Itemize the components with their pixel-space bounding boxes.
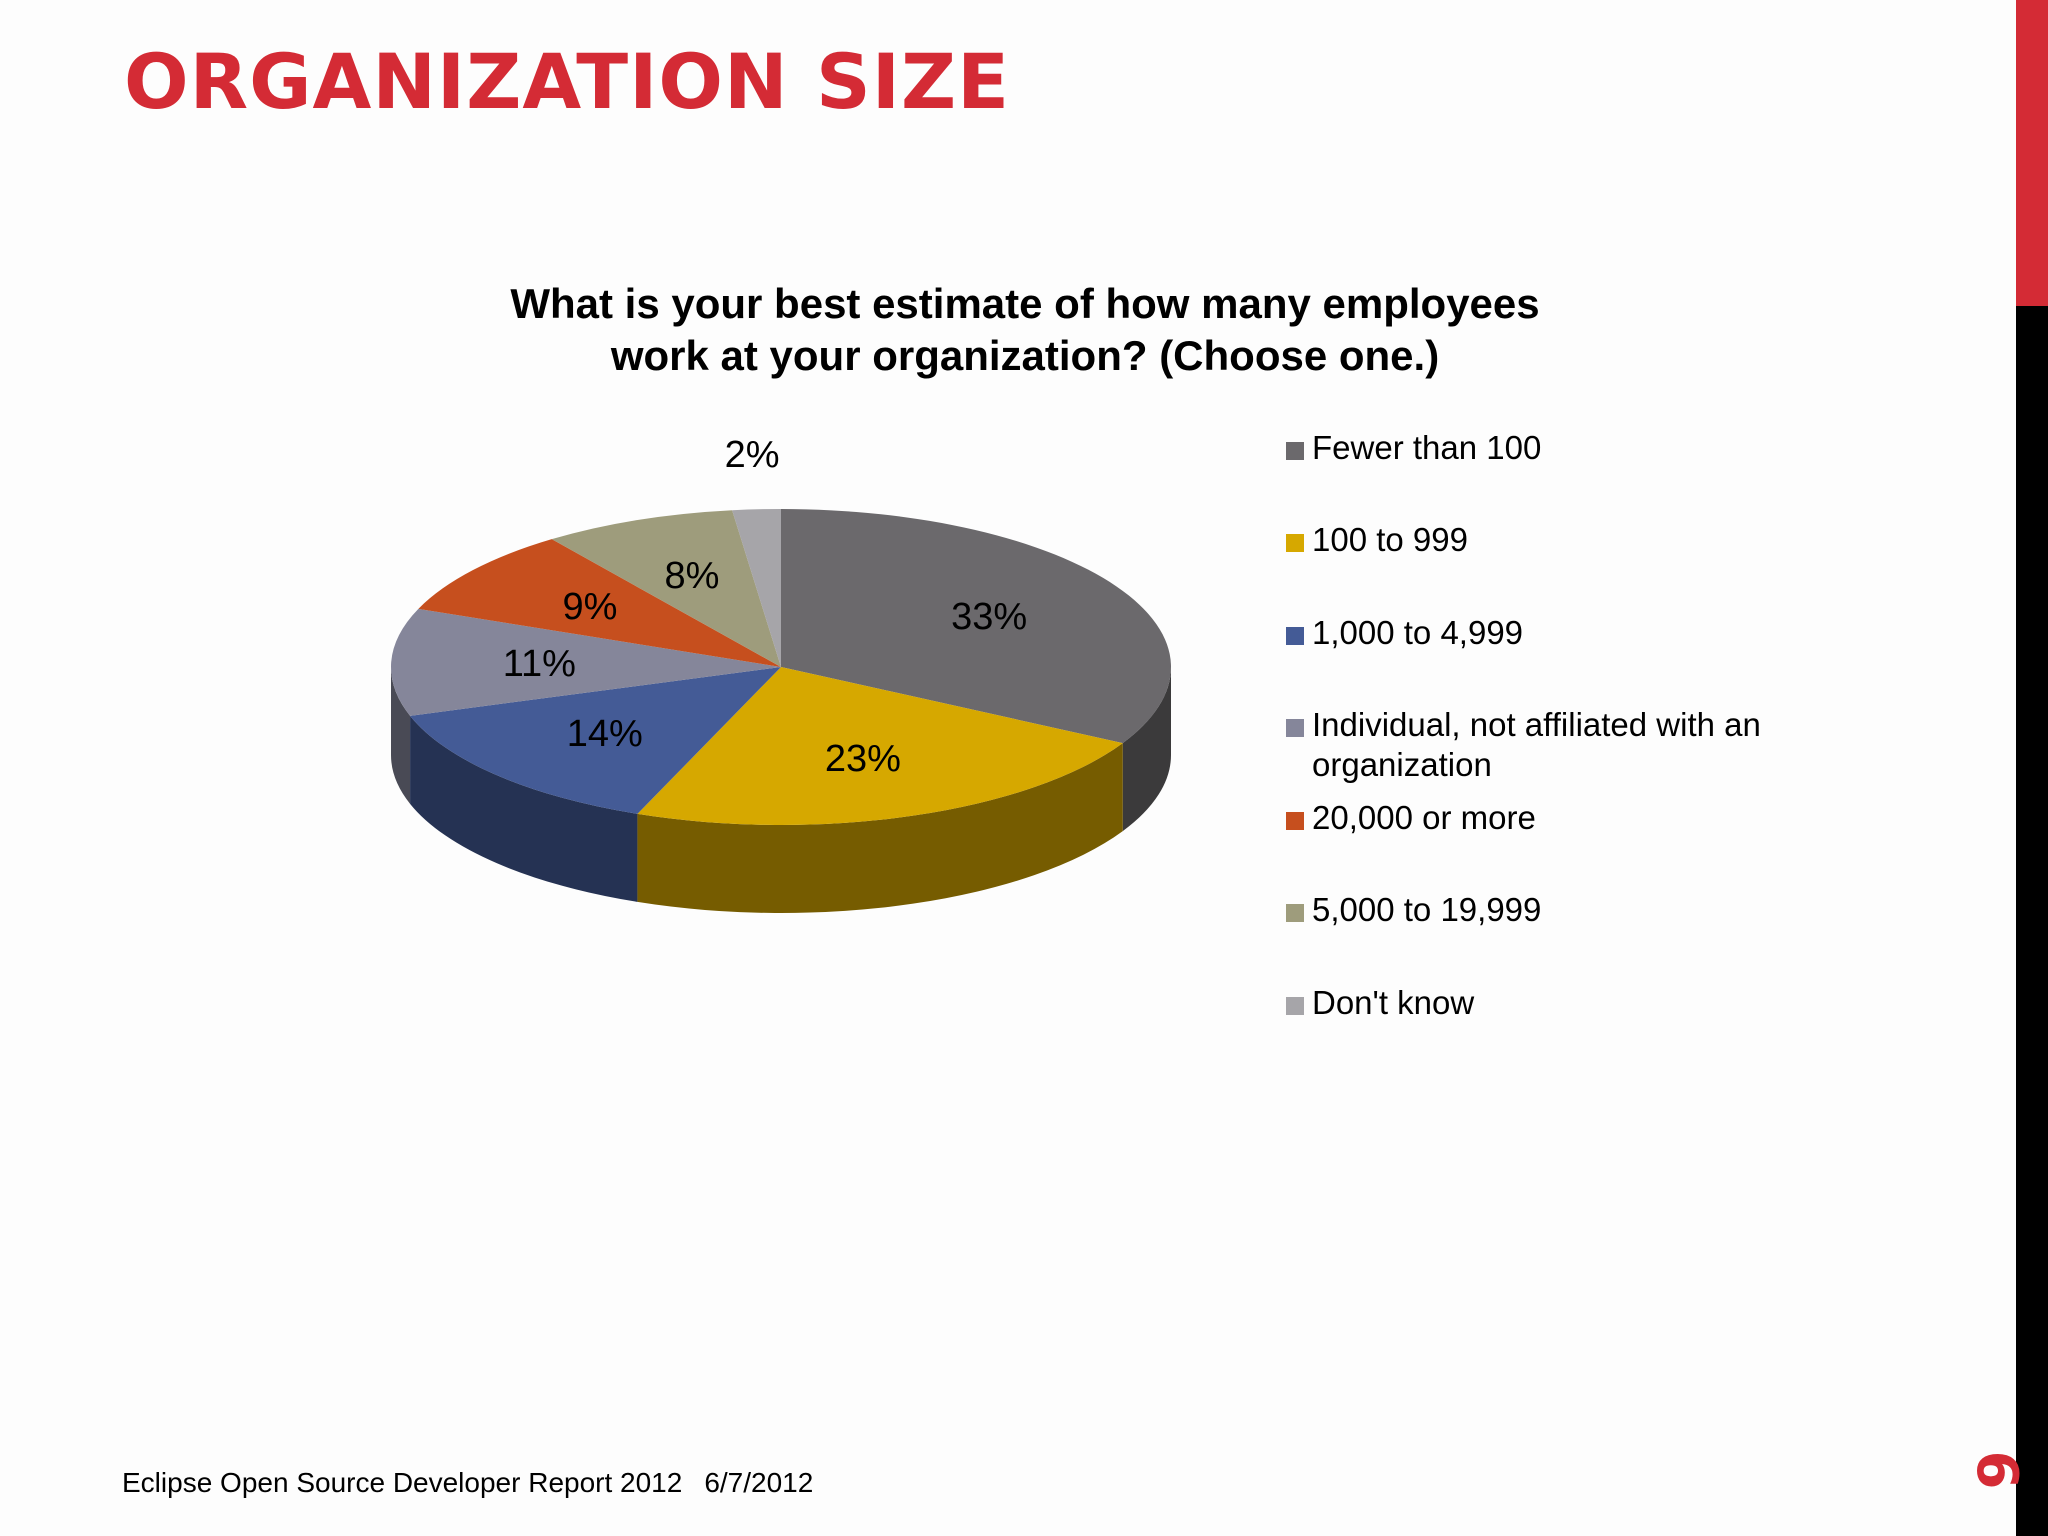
pie-slice-side-2 bbox=[410, 715, 638, 902]
legend-label: 1,000 to 4,999 bbox=[1312, 614, 1524, 651]
pie-data-label-3: 11% bbox=[503, 643, 576, 685]
legend-label: 20,000 or more bbox=[1312, 799, 1536, 836]
pie-slice-0 bbox=[781, 509, 1172, 744]
sidebar-red-segment bbox=[2016, 0, 2048, 306]
footer: Eclipse Open Source Developer Report 201… bbox=[122, 1467, 835, 1499]
pie-slice-side-1 bbox=[637, 743, 1123, 913]
slide-title: ORGANIZATION SIZE bbox=[124, 37, 1011, 126]
pie-data-label-0: 33% bbox=[951, 596, 1027, 638]
legend-label: 100 to 999 bbox=[1312, 521, 1468, 558]
page-number: 6 bbox=[1964, 1450, 2029, 1490]
sidebar-black-segment bbox=[2016, 306, 2048, 1536]
legend-swatch bbox=[1286, 904, 1304, 922]
pie-data-label-1: 23% bbox=[825, 738, 901, 780]
pie-slice-side-0 bbox=[1122, 667, 1172, 832]
pie-data-label-6: 2% bbox=[725, 434, 780, 476]
pie-data-label-4: 9% bbox=[562, 586, 617, 628]
legend-label: Fewer than 100 bbox=[1312, 429, 1542, 466]
pie-slice-5 bbox=[551, 510, 781, 667]
footer-report-name: Eclipse Open Source Developer Report 201… bbox=[122, 1467, 683, 1498]
legend-swatch bbox=[1286, 442, 1304, 460]
pie-slice-1 bbox=[637, 667, 1123, 826]
legend-swatch bbox=[1286, 627, 1304, 645]
legend-swatch bbox=[1286, 534, 1304, 552]
legend-label: Individual, not affiliated with an organ… bbox=[1312, 706, 1761, 783]
sidebar-accent-bar bbox=[2016, 0, 2048, 1536]
pie-slice-2 bbox=[410, 667, 781, 814]
pie-slice-6 bbox=[732, 509, 781, 667]
pie-slice-side-3 bbox=[391, 667, 411, 804]
pie-slice-3 bbox=[390, 608, 781, 716]
pie-data-label-5: 8% bbox=[665, 555, 720, 597]
legend-swatch bbox=[1286, 812, 1304, 830]
legend-swatch bbox=[1286, 719, 1304, 737]
legend-swatch bbox=[1286, 997, 1304, 1015]
chart-title-line-1: What is your best estimate of how many e… bbox=[510, 280, 1540, 327]
pie-slice-4 bbox=[418, 539, 781, 667]
legend-label: Don't know bbox=[1312, 984, 1475, 1021]
legend-label: 5,000 to 19,999 bbox=[1312, 891, 1542, 928]
chart-title: What is your best estimate of how many e… bbox=[380, 278, 1670, 382]
pie-data-label-2: 14% bbox=[567, 713, 643, 755]
footer-date: 6/7/2012 bbox=[704, 1467, 814, 1498]
chart-title-line-2: work at your organization? (Choose one.) bbox=[610, 332, 1440, 379]
